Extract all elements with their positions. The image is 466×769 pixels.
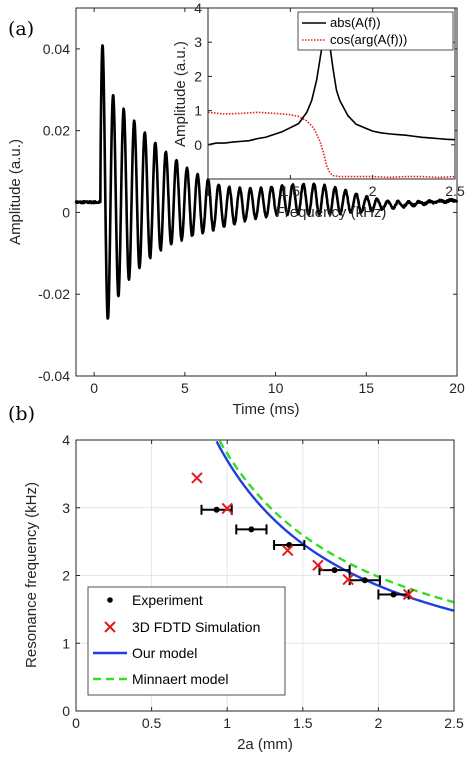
simulation-point: [281, 544, 294, 557]
legend-label-simulation: 3D FDTD Simulation: [132, 619, 260, 635]
legend-label-our-model: Our model: [132, 645, 197, 661]
x-tick-label: 15: [358, 380, 374, 396]
simulation-point: [342, 573, 354, 586]
spectrum-inset: 1 1.5 2 2.5 0 1 2 3 4 Frequency (kHz) Amplitude …: [172, 0, 465, 221]
x-tick-label: 2: [369, 183, 377, 199]
experiment-point: [248, 526, 255, 533]
y-tick-label: 0: [62, 703, 70, 719]
inset-cos-line: [207, 111, 456, 179]
y-tick-label: 2: [62, 568, 70, 584]
waveform-line: [74, 44, 459, 320]
experiment-point: [390, 591, 397, 598]
x-tick-label: 1: [223, 715, 231, 731]
panel-a-label: (a): [8, 18, 34, 40]
legend-marker-simulation: [104, 621, 116, 633]
y-tick-label: 3: [62, 500, 70, 516]
x-tick-label: 0.5: [142, 715, 162, 731]
inset-y-axis-label: Amplitude (a.u.): [172, 41, 189, 147]
y-tick-label: 0.02: [43, 123, 70, 139]
y-tick-label: 3: [194, 34, 202, 50]
legend-label-cos: cos(arg(A(f))): [330, 32, 407, 47]
resonance-x-axis-label: 2a (mm): [237, 736, 293, 753]
simulation-point: [312, 559, 324, 572]
simulation-point: [402, 588, 415, 601]
inset-x-axis-label: Frequency (kHz): [276, 204, 387, 221]
experiment-point: [213, 506, 220, 513]
y-tick-label: -0.02: [38, 286, 70, 302]
y-tick-label: 2: [194, 68, 202, 84]
legend-label-minnaert: Minnaert model: [132, 671, 229, 687]
simulation-points: [191, 472, 415, 601]
main-y-axis-label: Amplitude (a.u.): [7, 139, 24, 245]
x-tick-label: 1: [204, 183, 212, 199]
resonance-legend-box: [87, 586, 286, 696]
y-tick-label: 4: [194, 0, 202, 16]
resonance-axis-ticks: 0 0.5 1 1.5 2 2.5 0 1 2 3 4: [62, 432, 464, 731]
resonance-plot: 0 0.5 1 1.5 2 2.5 0 1 2 3 4 2a (mm) Resonance freq…: [23, 432, 464, 753]
x-tick-label: 0: [90, 380, 98, 396]
x-tick-label: 10: [268, 380, 284, 396]
y-tick-label: -0.04: [38, 368, 70, 384]
x-tick-label: 20: [449, 380, 465, 396]
y-tick-label: 0: [62, 204, 70, 220]
x-tick-label: 2.5: [444, 715, 464, 731]
main-x-axis-label: Time (ms): [233, 401, 300, 418]
y-tick-label: 4: [62, 432, 70, 448]
inset-legend-box: [297, 11, 454, 51]
y-tick-label: 1: [194, 103, 202, 119]
experiment-point: [361, 577, 368, 584]
our-model-curve: [215, 440, 455, 612]
simulation-point: [191, 472, 203, 484]
experiment-point: [331, 567, 338, 574]
x-tick-label: 0: [72, 715, 80, 731]
resonance-y-axis-label: Resonance frequency (kHz): [23, 482, 40, 668]
panel-b-label: (b): [8, 403, 35, 425]
y-tick-label: 0: [194, 137, 202, 153]
y-tick-label: 0.04: [43, 41, 70, 57]
x-tick-label: 1.5: [293, 715, 313, 731]
x-tick-label: 2: [375, 715, 383, 731]
y-tick-label: 1: [62, 635, 70, 651]
inset-frame: [207, 7, 456, 180]
resonance-legend: Experiment 3D FDTD Simulation Our model …: [87, 586, 286, 696]
legend-label-abs: abs(A(f)): [330, 15, 381, 30]
minnaert-model-curve: [218, 440, 455, 604]
x-tick-label: 2.5: [445, 183, 465, 199]
x-tick-label: 5: [181, 380, 189, 396]
simulation-point: [221, 502, 233, 515]
x-tick-label: 1.5: [281, 183, 301, 199]
inset-axis-ticks: 1 1.5 2 2.5 0 1 2 3 4: [194, 0, 465, 199]
inset-legend: abs(A(f)) cos(arg(A(f))): [297, 11, 454, 51]
legend-marker-experiment: [107, 597, 113, 603]
legend-label-experiment: Experiment: [132, 592, 203, 608]
